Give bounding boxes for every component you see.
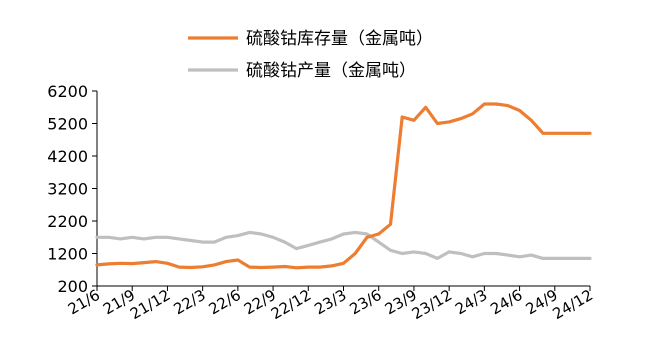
y-tick-label: 200 (57, 277, 88, 296)
legend-label: 硫酸钴库存量（金属吨） (246, 29, 433, 49)
legend: 硫酸钴库存量（金属吨） 硫酸钴产量（金属吨） (188, 29, 433, 81)
y-tick-label: 3200 (47, 180, 88, 199)
legend-label: 硫酸钴产量（金属吨） (246, 61, 416, 81)
y-axis: 200 1200 2200 3200 4200 5200 6200 (47, 82, 98, 296)
plot-area (95, 102, 592, 270)
x-axis: 21/621/921/1222/322/622/922/1223/323/623… (65, 285, 596, 323)
y-tick-label: 5200 (47, 115, 88, 134)
y-tick-label: 4200 (47, 147, 88, 166)
y-tick-label: 1200 (47, 245, 88, 264)
x-tick-label: 24/12 (550, 286, 596, 323)
x-tick-label: 22/12 (268, 286, 314, 323)
y-tick-label: 6200 (47, 82, 88, 101)
x-tick-label: 21/12 (127, 286, 173, 323)
series-line-inventory (95, 102, 592, 270)
y-tick-label: 2200 (47, 212, 88, 231)
x-tick-label: 23/12 (409, 286, 455, 323)
series-line-production (95, 230, 592, 260)
